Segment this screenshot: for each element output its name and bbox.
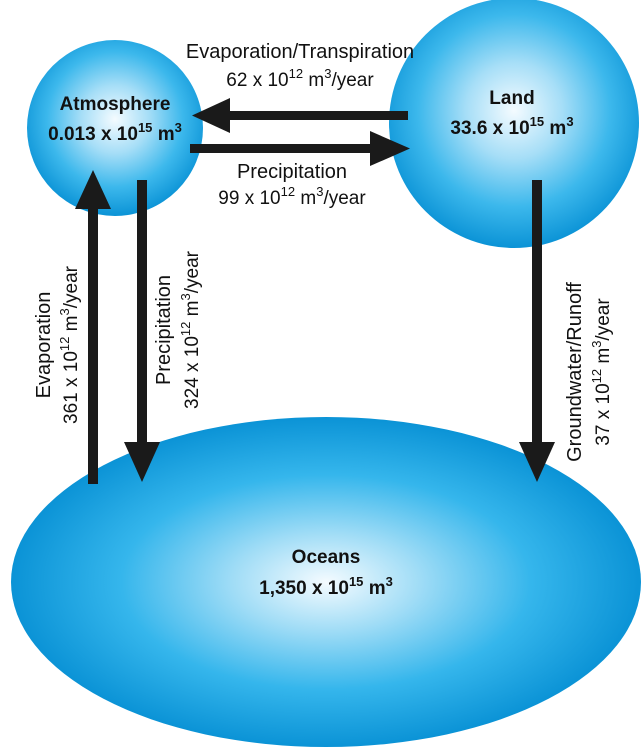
- arrow-land-to-ocean: [519, 180, 555, 482]
- flow-ocean-to-atmosphere-name: Evaporation: [33, 292, 55, 399]
- flow-atmosphere-to-ocean-rate: 324 x 1012 m3/year: [178, 250, 203, 409]
- oceans-volume: 1,350 x 1015 m3: [259, 574, 393, 599]
- arrow-ocean-to-atmosphere: [75, 170, 111, 484]
- atmosphere-reservoir: [27, 40, 203, 216]
- flow-ocean-to-atmosphere-rate: 361 x 1012 m3/year: [57, 265, 82, 424]
- oceans-name: Oceans: [292, 547, 361, 568]
- arrow-land-to-atmosphere: [192, 98, 408, 133]
- land-name: Land: [489, 88, 534, 109]
- land-volume: 33.6 x 1015 m3: [450, 114, 573, 139]
- flow-land-to-ocean-name: Groundwater/Runoff: [564, 282, 586, 462]
- land-reservoir: [389, 0, 639, 248]
- flow-land-to-atmosphere-rate: 62 x 1012 m3/year: [226, 66, 374, 91]
- flow-land-to-atmosphere-name: Evaporation/Transpiration: [186, 41, 414, 63]
- atmosphere-volume: 0.013 x 1015 m3: [48, 120, 182, 145]
- flow-atmosphere-to-ocean-name: Precipitation: [153, 275, 175, 385]
- flow-land-to-ocean-rate: 37 x 1012 m3/year: [589, 298, 614, 446]
- oceans-reservoir: [11, 417, 641, 747]
- flow-atmosphere-to-land-rate: 99 x 1012 m3/year: [218, 184, 366, 209]
- arrow-atmosphere-to-land: [190, 131, 410, 166]
- flow-atmosphere-to-land-name: Precipitation: [237, 161, 347, 183]
- atmosphere-name: Atmosphere: [60, 94, 171, 115]
- arrow-atmosphere-to-ocean: [124, 180, 160, 482]
